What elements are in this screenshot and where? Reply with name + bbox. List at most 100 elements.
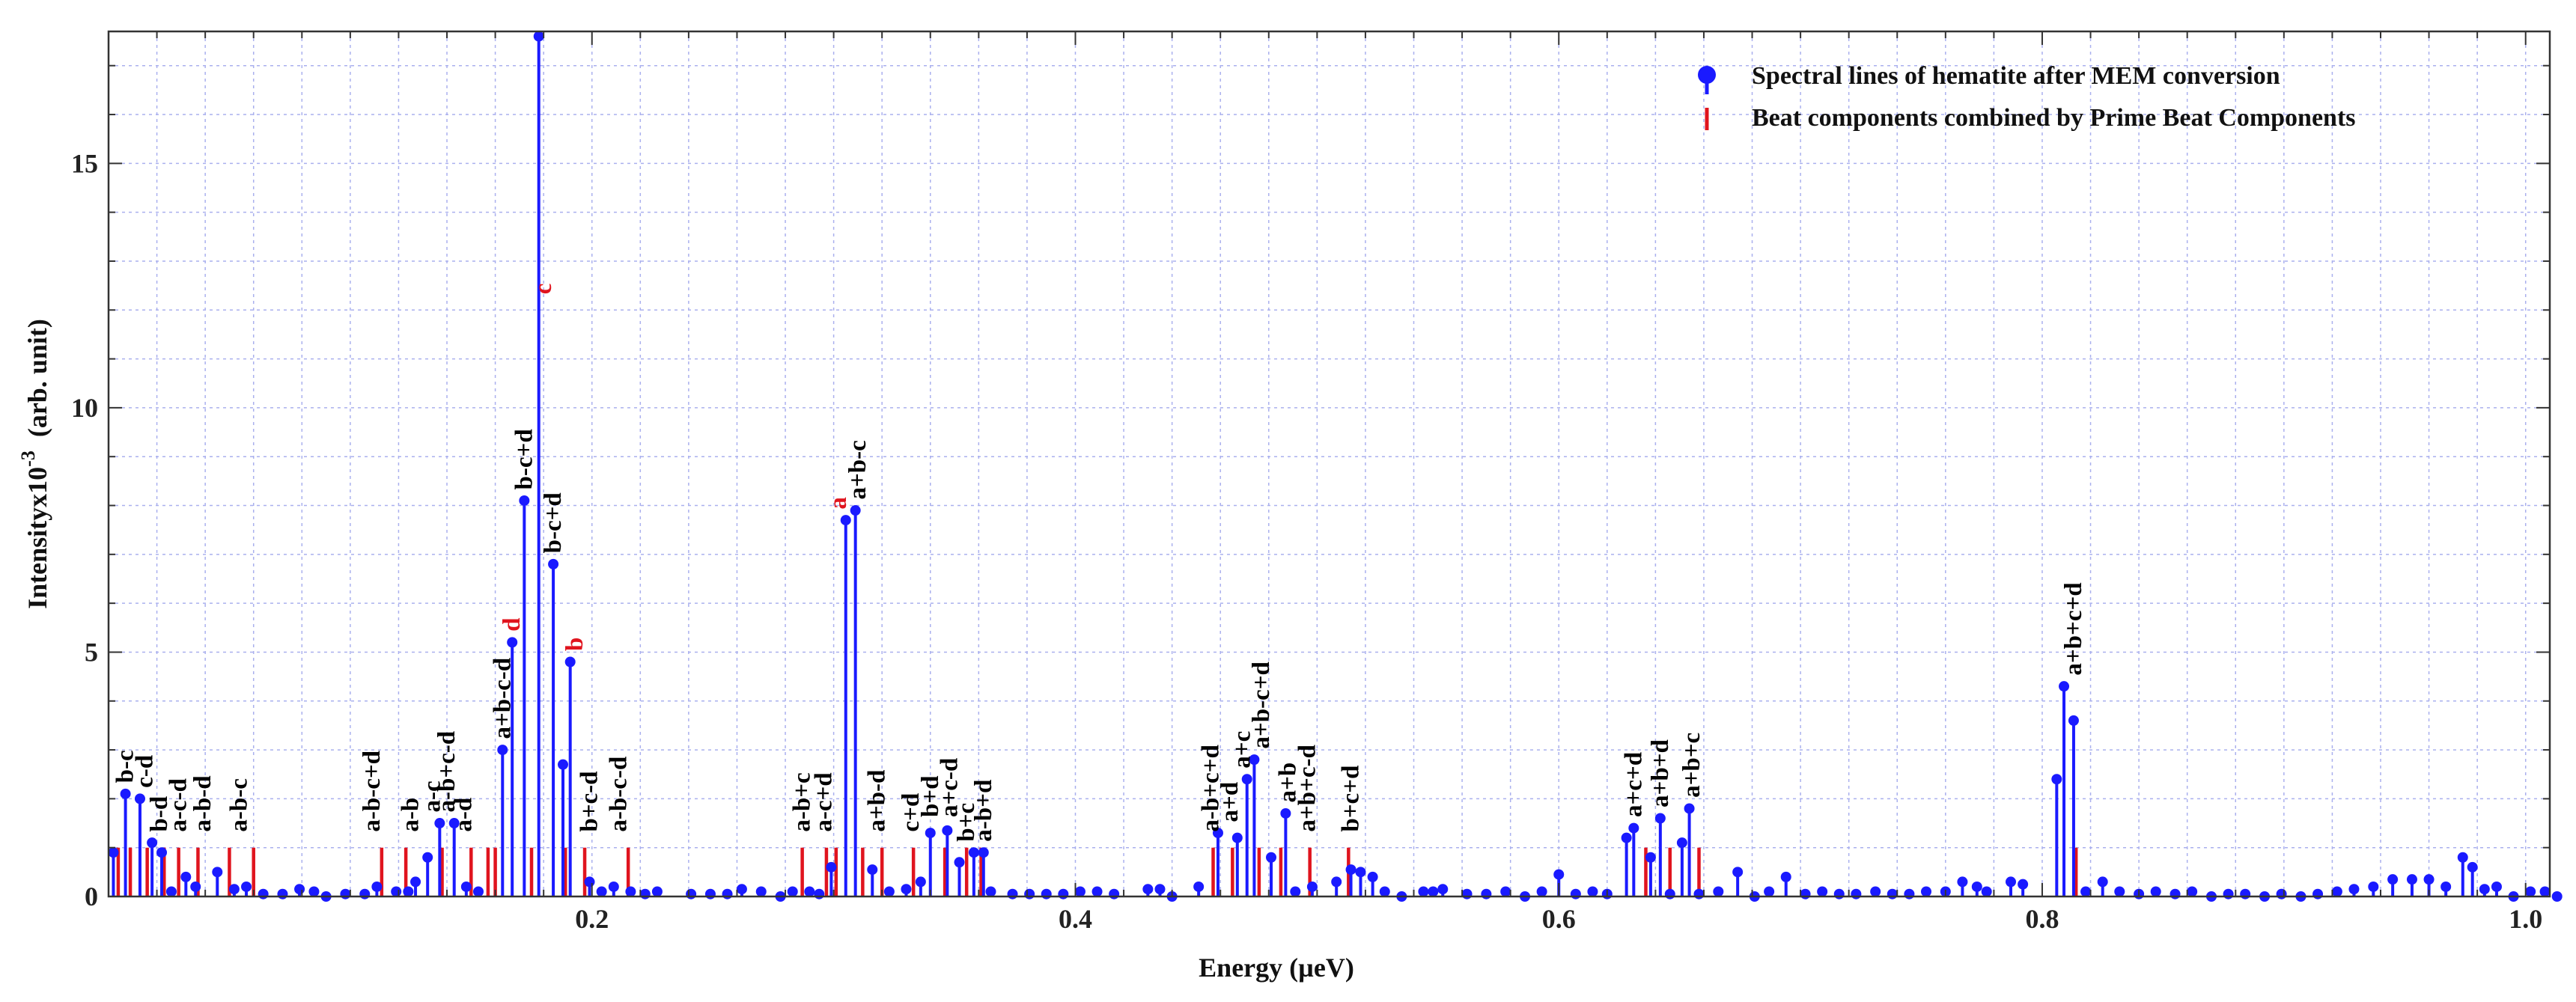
spectral-point — [1280, 807, 1291, 819]
peak-annotation: a+b+c+d — [2060, 582, 2087, 675]
y-tick-label: 15 — [71, 148, 98, 178]
peak-annotation: a-b+c+d — [1197, 745, 1224, 831]
peak-annotation: a-d — [451, 798, 478, 832]
spectral-point — [422, 852, 433, 863]
spectral-point — [2423, 874, 2435, 885]
spectral-point — [1713, 886, 1724, 897]
spectral-point — [403, 886, 414, 897]
spectral-point — [840, 515, 851, 526]
spectral-point — [258, 888, 269, 899]
spectral-point — [2051, 774, 2062, 785]
spectral-point — [625, 886, 636, 897]
spectral-point — [1957, 876, 1968, 888]
spectral-point — [1664, 888, 1675, 899]
spectral-point — [448, 818, 460, 829]
peak-annotation: b+c — [953, 803, 980, 842]
legend-item-spectral: Spectral lines of hematite after MEM con… — [1698, 62, 2280, 94]
spectral-point — [787, 886, 798, 897]
spectral-point — [1684, 803, 1695, 814]
peak-annotation: b-d — [146, 796, 173, 832]
spectral-point — [1676, 837, 1687, 849]
spectral-point — [557, 759, 568, 770]
peak-annotation: c — [530, 284, 557, 295]
spectral-point — [883, 886, 895, 897]
spectral-point — [507, 637, 518, 648]
spectral-point — [519, 495, 530, 506]
x-tick-label: 0.6 — [1542, 904, 1576, 934]
spectral-point — [1266, 852, 1277, 863]
spectral-point — [1553, 869, 1565, 880]
spectral-point — [228, 884, 240, 895]
spectral-point — [704, 888, 716, 899]
x-tick-label: 0.2 — [575, 904, 609, 934]
spectral-point — [1437, 884, 1449, 895]
y-axis-label-main: Intensityx10 — [22, 467, 52, 609]
spectral-point — [359, 888, 371, 899]
spectral-point — [639, 888, 651, 899]
spectral-point — [1628, 822, 1639, 834]
peak-annotation: a-c — [419, 780, 446, 812]
spectral-point — [925, 828, 936, 839]
spectral-point — [2539, 886, 2551, 897]
spectral-point — [1904, 888, 1915, 899]
spectral-point — [2406, 874, 2417, 885]
spectral-point — [1587, 886, 1598, 897]
peak-annotation: a-b+c-d — [433, 731, 460, 813]
spectral-point — [2005, 876, 2016, 888]
spectral-point — [1231, 832, 1243, 843]
peak-annotation: b-c — [112, 750, 139, 783]
spectral-point — [1345, 864, 1356, 876]
spectral-point — [180, 871, 192, 882]
peak-annotation: b-c+d — [540, 492, 567, 553]
spectral-point — [814, 888, 825, 899]
peak-annotation: a+c+d — [1620, 752, 1647, 817]
spectral-point — [2018, 879, 2029, 890]
spectral-point — [294, 884, 305, 895]
spectral-point — [2150, 886, 2161, 897]
spectral-point — [901, 884, 912, 895]
plot-frame — [107, 30, 2551, 898]
peak-annotation: b+c-d — [576, 771, 603, 831]
spectral-point — [651, 886, 663, 897]
legend: Spectral lines of hematite after MEM con… — [1698, 62, 2356, 132]
peak-annotation: a-b+c — [789, 772, 816, 831]
spectral-point — [867, 864, 878, 876]
peak-annotation: a-b-c — [225, 778, 252, 831]
spectral-point — [156, 847, 168, 858]
peak-annotation: a+b — [1275, 763, 1302, 803]
spectral-point — [1142, 884, 1154, 895]
peak-annotation: a-b-c-d — [605, 757, 632, 832]
spectral-point — [1500, 886, 1511, 897]
spectral-point — [608, 881, 619, 892]
peak-annotation: b-c+d — [511, 429, 538, 489]
spectral-point — [410, 876, 421, 888]
peak-annotation: a+b-c+d — [1248, 662, 1275, 748]
spectral-point — [241, 881, 252, 892]
spectral-point — [1654, 813, 1666, 824]
peak-annotation: a+d — [1217, 782, 1243, 822]
spectral-point — [2276, 888, 2287, 899]
spectral-point — [1817, 886, 1828, 897]
spectral-point — [434, 818, 445, 829]
x-tick-label: 0.4 — [1059, 904, 1092, 934]
peak-annotation: a-b+d — [970, 780, 997, 842]
spectral-point — [472, 886, 484, 897]
spectral-point — [2368, 881, 2379, 892]
spectral-point — [108, 847, 119, 858]
y-axis-label-exponent: -3 — [17, 450, 39, 467]
spectral-point — [1428, 886, 1439, 897]
spectral-point — [2525, 886, 2536, 897]
spectral-point — [1693, 888, 1705, 899]
spectral-point — [755, 886, 767, 897]
peak-annotation: a-c+d — [811, 772, 838, 831]
spectral-point — [1024, 888, 1035, 899]
x-tick-label: 1.0 — [2509, 904, 2542, 934]
spectral-point — [736, 884, 747, 895]
peak-annotation: a+b-c — [844, 440, 871, 499]
spectral-point — [1870, 886, 1881, 897]
axes: 0.2 0.4 0.6 0.8 1.0 0 5 10 15 — [71, 30, 2551, 934]
legend-spectral-marker — [1698, 66, 1716, 84]
spectral-point — [1379, 886, 1390, 897]
spectral-point — [120, 788, 131, 799]
